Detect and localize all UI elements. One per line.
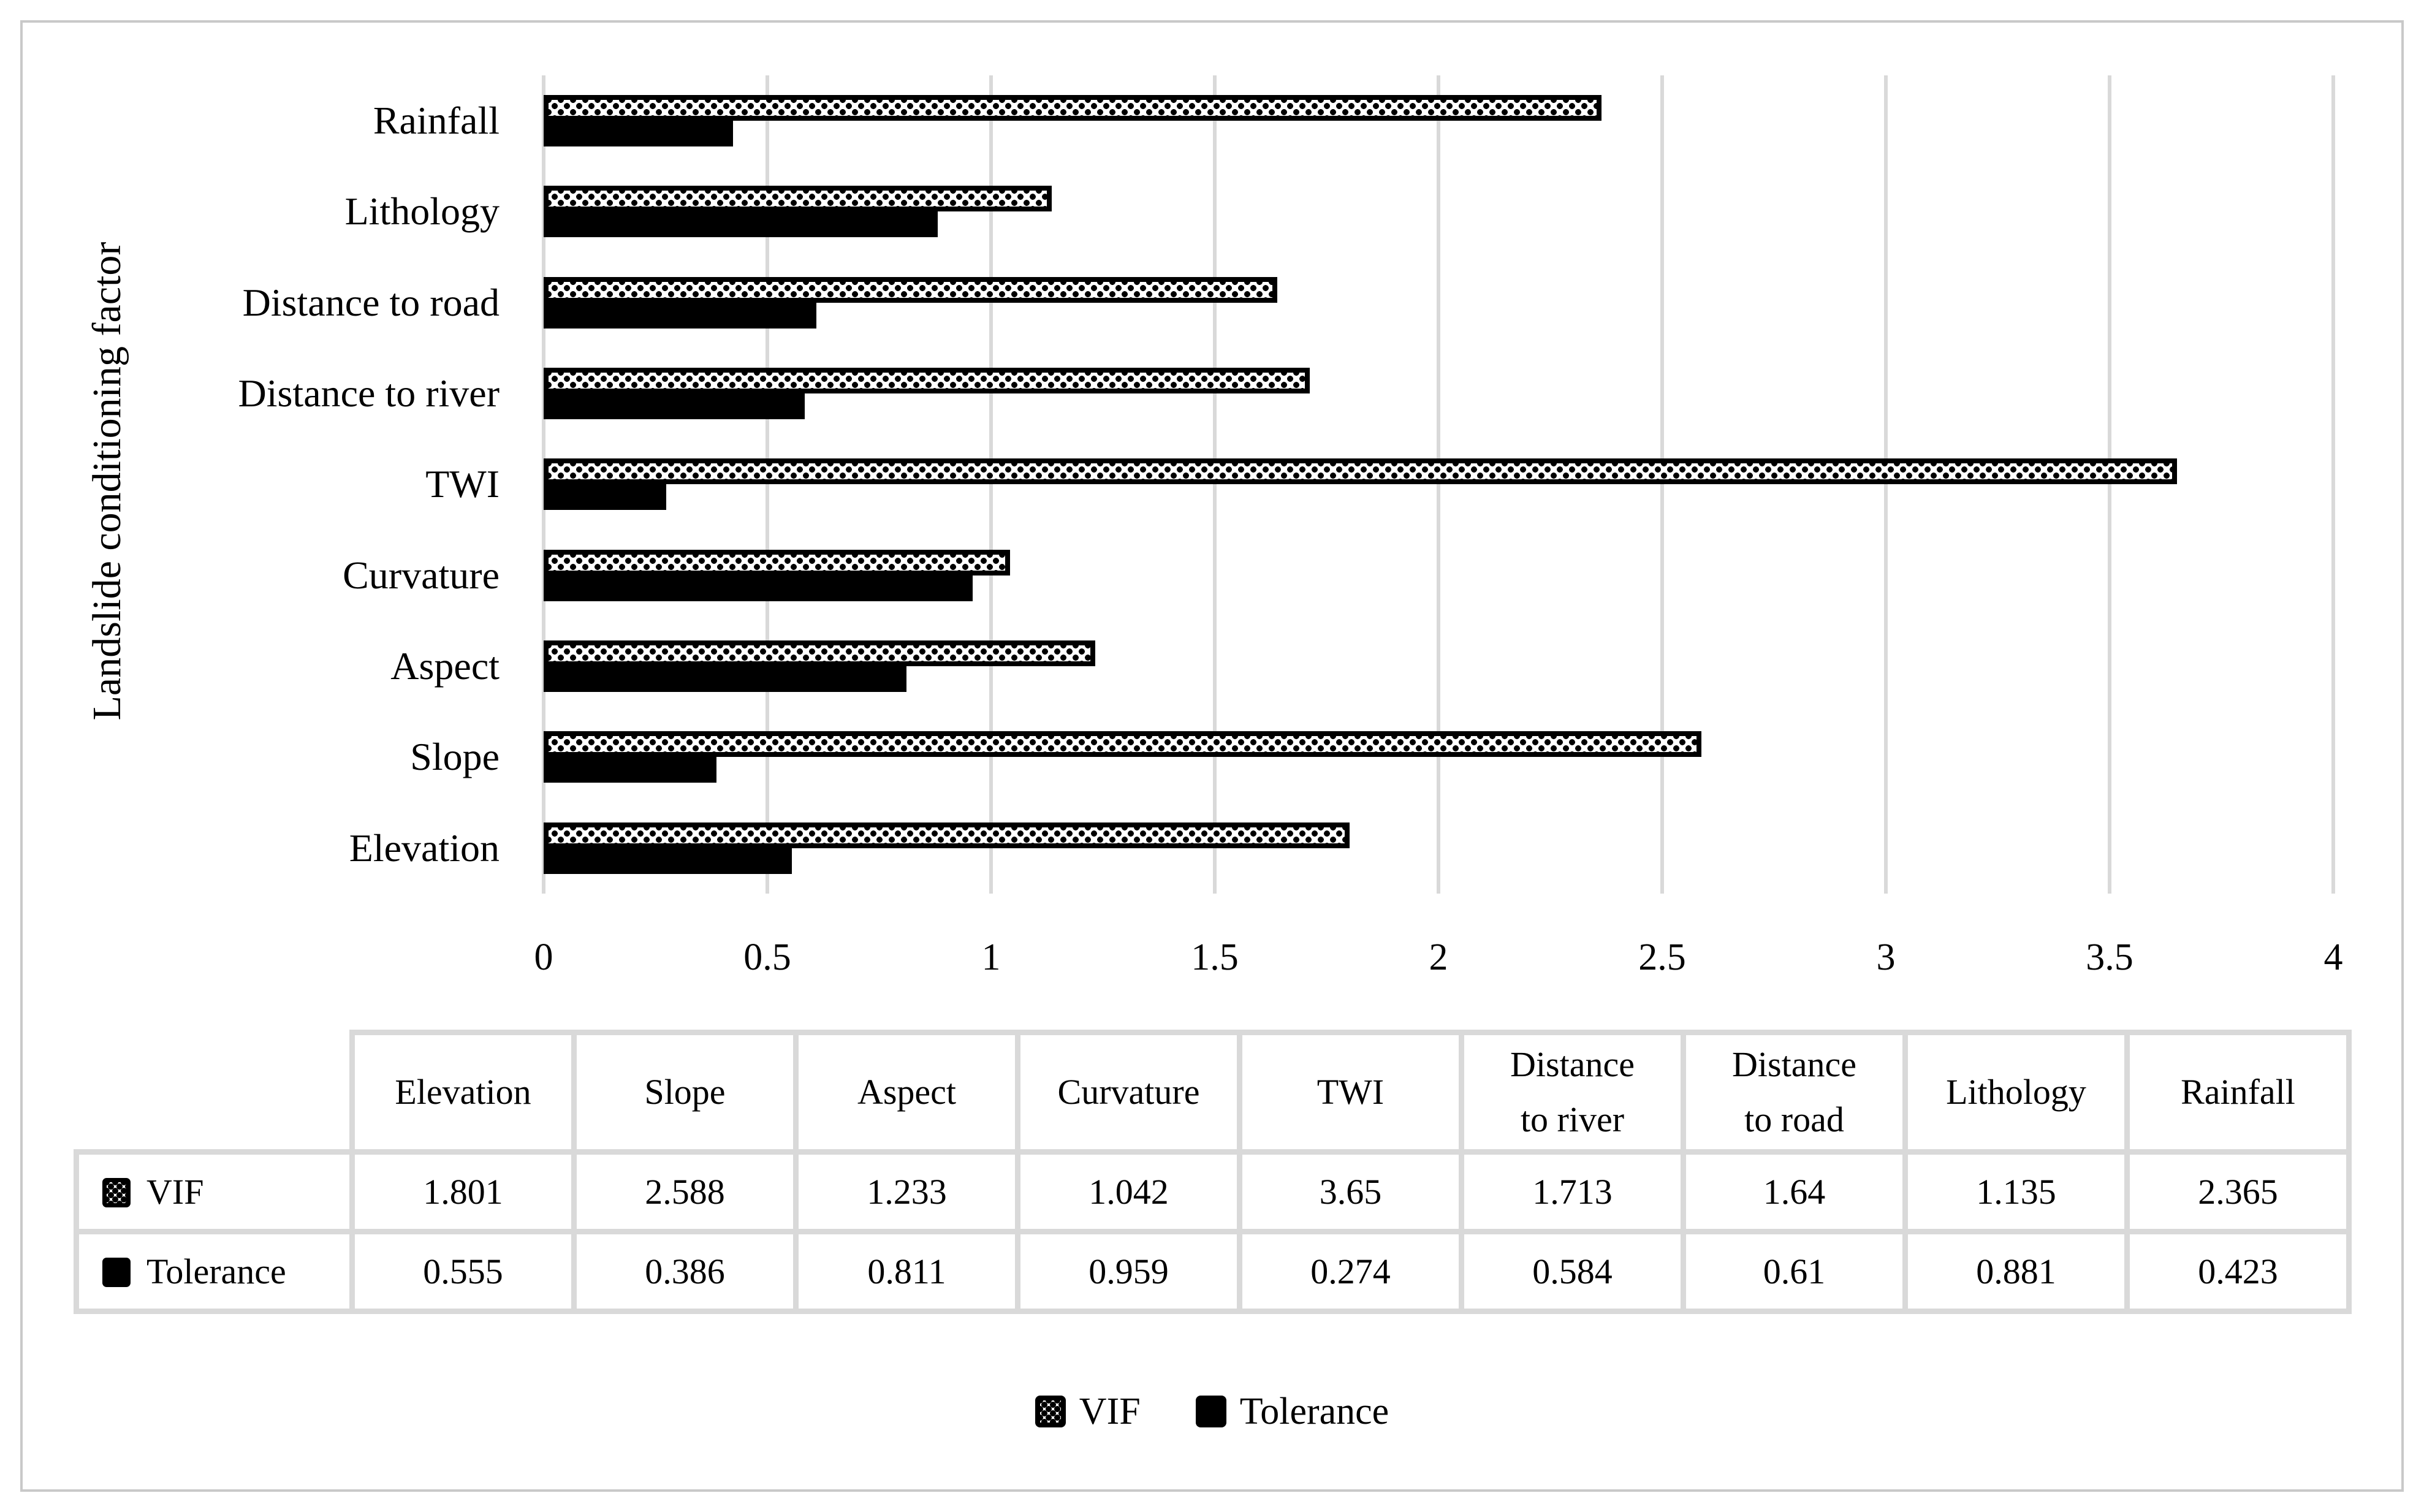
- cell-vif-elevation: 1.801: [349, 1149, 577, 1234]
- table-col-header-distance-to-river: Distance to river: [1459, 1030, 1686, 1155]
- gridline-0.5: [766, 75, 769, 894]
- solid-swatch-icon: [102, 1258, 131, 1287]
- cell-tolerance-distance-to-river: 0.584: [1459, 1229, 1686, 1314]
- x-tick-4: 4: [2323, 936, 2343, 978]
- gridline-1.5: [1213, 75, 1217, 894]
- legend-label: Tolerance: [1239, 1390, 1389, 1432]
- x-tick-2: 2: [1429, 936, 1448, 978]
- cell-tolerance-distance-to-road: 0.61: [1681, 1229, 1908, 1314]
- cell-tolerance-rainfall: 0.423: [2124, 1229, 2352, 1314]
- cell-tolerance-aspect: 0.811: [793, 1229, 1020, 1314]
- dotted-swatch-icon: [1035, 1396, 1066, 1427]
- table-col-header-elevation: Elevation: [349, 1030, 577, 1155]
- table-corner-cell: [77, 1033, 352, 1152]
- bar-tolerance-elevation: [544, 848, 792, 874]
- category-label-aspect: Aspect: [390, 644, 500, 688]
- vif-tolerance-table: Elevation Slope Aspect Curvature TWI Distance…: [74, 1030, 2352, 1314]
- cell-vif-lithology: 1.135: [1902, 1149, 2130, 1234]
- cell-vif-rainfall: 2.365: [2124, 1149, 2352, 1234]
- category-label-elevation: Elevation: [349, 826, 500, 870]
- cell-vif-slope: 2.588: [571, 1149, 799, 1234]
- dotted-swatch-icon: [102, 1178, 131, 1207]
- gridline-2: [1437, 75, 1440, 894]
- table-row-tolerance: Tolerance 0.555 0.386 0.811 0.959 0.274 0.584 0…: [74, 1229, 2352, 1314]
- cell-tolerance-twi: 0.274: [1237, 1229, 1464, 1314]
- cell-vif-distance-to-road: 1.64: [1681, 1149, 1908, 1234]
- cell-vif-curvature: 1.042: [1015, 1149, 1242, 1234]
- x-tick-3.5: 3.5: [2086, 936, 2133, 978]
- x-tick-0.5: 0.5: [743, 936, 791, 978]
- table-col-header-lithology: Lithology: [1902, 1030, 2130, 1155]
- x-tick-3: 3: [1876, 936, 1896, 978]
- x-tick-0: 0: [534, 936, 553, 978]
- cell-vif-distance-to-river: 1.713: [1459, 1149, 1686, 1234]
- gridline-2.5: [1660, 75, 1664, 894]
- figure-border: [20, 20, 2404, 1492]
- cell-tolerance-slope: 0.386: [571, 1229, 799, 1314]
- bar-vif-curvature: [544, 549, 1010, 576]
- legend-label: VIF: [1079, 1390, 1141, 1432]
- category-label-rainfall: Rainfall: [373, 99, 500, 143]
- chart-legend: VIF Tolerance: [0, 1375, 2424, 1448]
- legend-item-vif: VIF: [1035, 1390, 1141, 1434]
- bar-tolerance-curvature: [544, 575, 973, 601]
- table-row-header-vif: VIF: [74, 1149, 355, 1234]
- category-label-distance-to-road: Distance to road: [242, 280, 500, 324]
- table-col-header-curvature: Curvature: [1015, 1030, 1242, 1155]
- gridline-4: [2331, 75, 2335, 894]
- table-row-header-tolerance: Tolerance: [74, 1229, 355, 1314]
- bar-vif-aspect: [544, 640, 1096, 666]
- x-tick-1: 1: [981, 936, 1001, 978]
- bar-tolerance-twi: [544, 484, 667, 511]
- bar-tolerance-distance-to-river: [544, 393, 805, 419]
- cell-vif-aspect: 1.233: [793, 1149, 1020, 1234]
- bar-vif-rainfall: [544, 95, 1602, 121]
- gridline-1: [989, 75, 993, 894]
- bar-tolerance-slope: [544, 757, 716, 783]
- bar-vif-twi: [544, 458, 2177, 485]
- gridline-3.5: [2108, 75, 2111, 894]
- category-label-distance-to-river: Distance to river: [238, 371, 500, 416]
- cell-tolerance-elevation: 0.555: [349, 1229, 577, 1314]
- bar-vif-lithology: [544, 186, 1052, 212]
- category-label-slope: Slope: [410, 735, 500, 779]
- table-col-header-slope: Slope: [571, 1030, 799, 1155]
- cell-tolerance-curvature: 0.959: [1015, 1229, 1242, 1314]
- solid-swatch-icon: [1195, 1396, 1226, 1427]
- category-label-lithology: Lithology: [344, 189, 500, 234]
- gridline-3: [1884, 75, 1888, 894]
- bar-tolerance-rainfall: [544, 121, 733, 146]
- x-tick-2.5: 2.5: [1638, 936, 1686, 978]
- bar-vif-elevation: [544, 822, 1350, 848]
- legend-item-tolerance: Tolerance: [1195, 1390, 1389, 1434]
- cell-tolerance-lithology: 0.881: [1902, 1229, 2130, 1314]
- x-tick-1.5: 1.5: [1191, 936, 1239, 978]
- bar-vif-distance-to-river: [544, 367, 1310, 393]
- table-col-header-twi: TWI: [1237, 1030, 1464, 1155]
- table-col-header-aspect: Aspect: [793, 1030, 1020, 1155]
- bar-tolerance-lithology: [544, 211, 938, 238]
- bar-tolerance-distance-to-road: [544, 302, 817, 329]
- table-row-vif: VIF 1.801 2.588 1.233 1.042 3.65 1.713 1.64 1.13…: [74, 1149, 2352, 1234]
- y-axis-title: Landslide conditioning factor: [85, 241, 129, 721]
- table-col-header-rainfall: Rainfall: [2124, 1030, 2352, 1155]
- bar-vif-distance-to-road: [544, 276, 1278, 303]
- table-col-header-distance-to-road: Distance to road: [1681, 1030, 1908, 1155]
- category-label-curvature: Curvature: [343, 553, 500, 597]
- bar-vif-slope: [544, 731, 1702, 758]
- bar-chart: Rainfall Lithology Distance to road Distanc…: [85, 75, 2343, 978]
- bar-tolerance-aspect: [544, 666, 907, 692]
- cell-vif-twi: 3.65: [1237, 1149, 1464, 1234]
- category-label-twi: TWI: [425, 462, 500, 506]
